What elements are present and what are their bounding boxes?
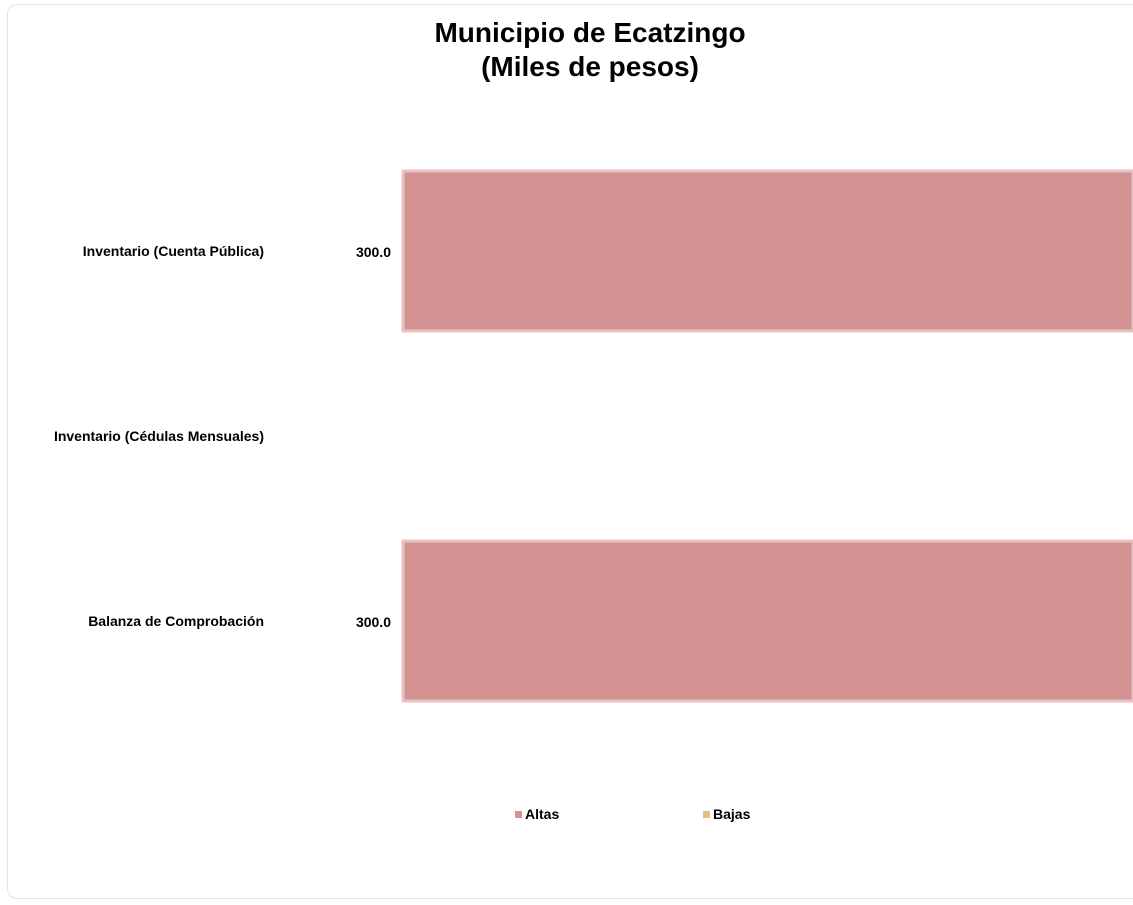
data-label-altas-balanza-de-comprobacion: 300.0: [356, 614, 391, 630]
legend-label-altas: Altas: [525, 806, 560, 822]
legend-item-altas: Altas: [515, 806, 559, 822]
bar-altas-inventario-cuenta-publica: [401, 169, 1133, 333]
legend-swatch-bajas: [703, 810, 710, 818]
legend-label-bajas: Bajas: [713, 806, 751, 822]
category-label-inventario-cuenta-publica: Inventario (Cuenta Pública): [83, 243, 264, 259]
bar-altas-balanza-de-comprobacion: [401, 539, 1133, 703]
data-label-altas-inventario-cuenta-publica: 300.0: [356, 244, 391, 260]
chart-subtitle: (Miles de pesos): [481, 51, 699, 82]
category-label-inventario-cedulas-mensuales: Inventario (Cédulas Mensuales): [54, 428, 264, 444]
chart-frame: [7, 4, 1133, 899]
chart-title: Municipio de Ecatzingo: [434, 17, 746, 48]
chart-title-block: Municipio de Ecatzingo (Miles de pesos): [0, 16, 1133, 84]
legend-item-bajas: Bajas: [703, 806, 750, 822]
chart-legend: Altas Bajas: [0, 806, 1133, 826]
legend-swatch-altas: [515, 810, 522, 818]
category-label-balanza-de-comprobacion: Balanza de Comprobación: [88, 613, 264, 629]
